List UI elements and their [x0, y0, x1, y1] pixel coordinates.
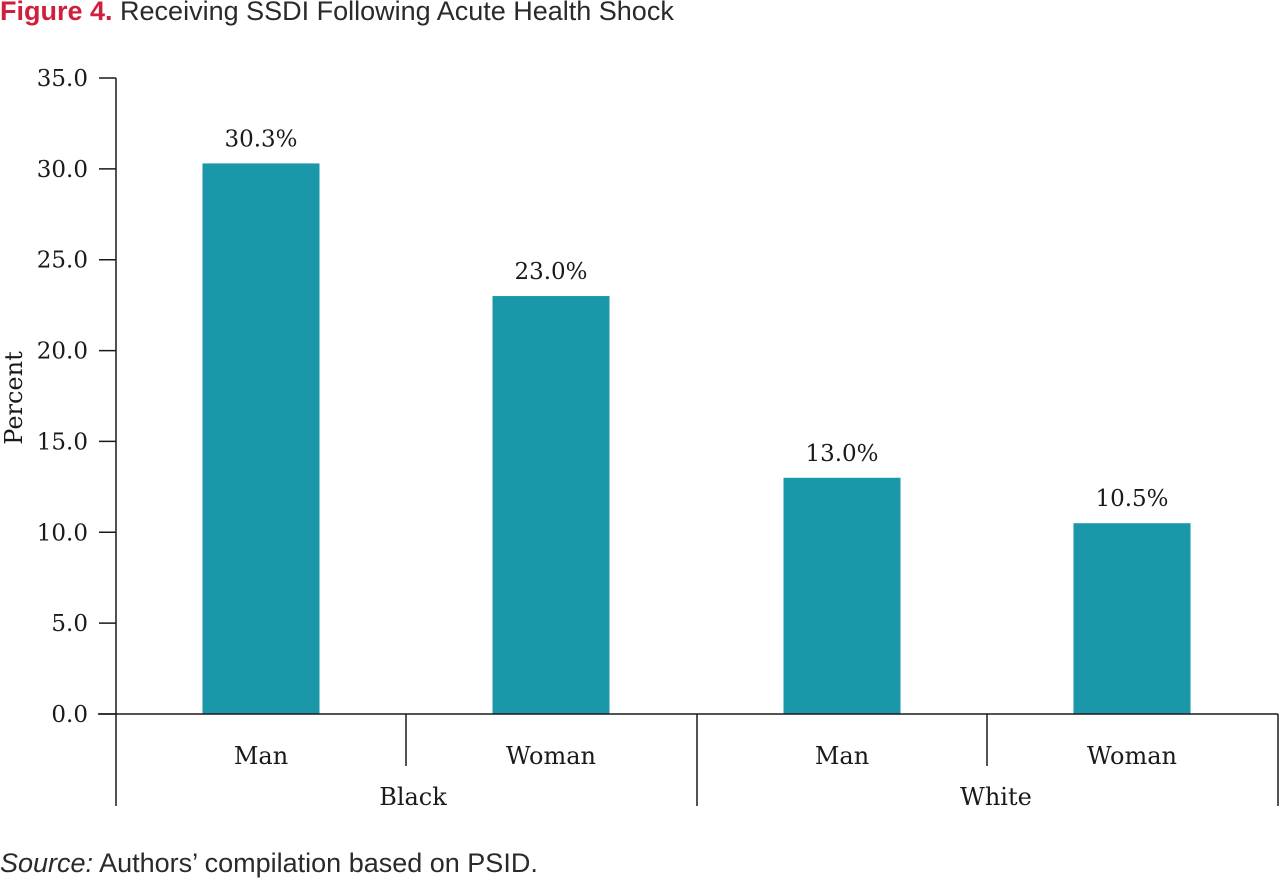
bar [1073, 523, 1191, 714]
source-label: Source: [0, 848, 94, 878]
y-tick-label: 30.0 [37, 157, 88, 183]
x-category-label: Man [815, 742, 869, 770]
x-category-label: Woman [1087, 742, 1177, 770]
x-group-label: White [960, 783, 1032, 811]
y-tick-label: 20.0 [37, 339, 88, 365]
bar-data-label: 10.5% [1095, 486, 1168, 512]
bar-data-label: 23.0% [514, 259, 587, 285]
source-text: Authors’ compilation based on PSID. [99, 848, 538, 878]
x-category-label: Man [234, 742, 288, 770]
y-tick-label: 25.0 [37, 248, 88, 274]
y-tick-label: 35.0 [37, 66, 88, 92]
bar-data-label: 30.3% [224, 126, 297, 152]
chart-title: Figure 4. Receiving SSDI Following Acute… [0, 0, 674, 27]
bars: 30.3% 23.0% 13.0% 10.5% [202, 126, 1191, 715]
y-tick-label: 10.0 [37, 520, 88, 546]
bar [492, 296, 610, 714]
y-tick-label: 5.0 [51, 611, 88, 637]
figure-title: Receiving SSDI Following Acute Health Sh… [120, 0, 674, 26]
y-axis-label: Percent [0, 351, 28, 445]
figure-label: Figure 4. [0, 0, 113, 26]
y-tick-label: 15.0 [37, 429, 88, 455]
bar [783, 477, 901, 714]
x-category-label: Woman [506, 742, 596, 770]
y-axis-ticks: 0.0 5.0 10.0 15.0 20.0 25.0 30.0 35.0 [37, 66, 116, 728]
bar-data-label: 13.0% [805, 441, 878, 467]
source-note: Source: Authors’ compilation based on PS… [0, 848, 538, 879]
x-group-label: Black [379, 783, 447, 811]
bar [202, 163, 320, 715]
y-tick-label: 0.0 [51, 702, 88, 728]
x-axis-labels: Man Woman Man Woman Black White [234, 742, 1177, 811]
